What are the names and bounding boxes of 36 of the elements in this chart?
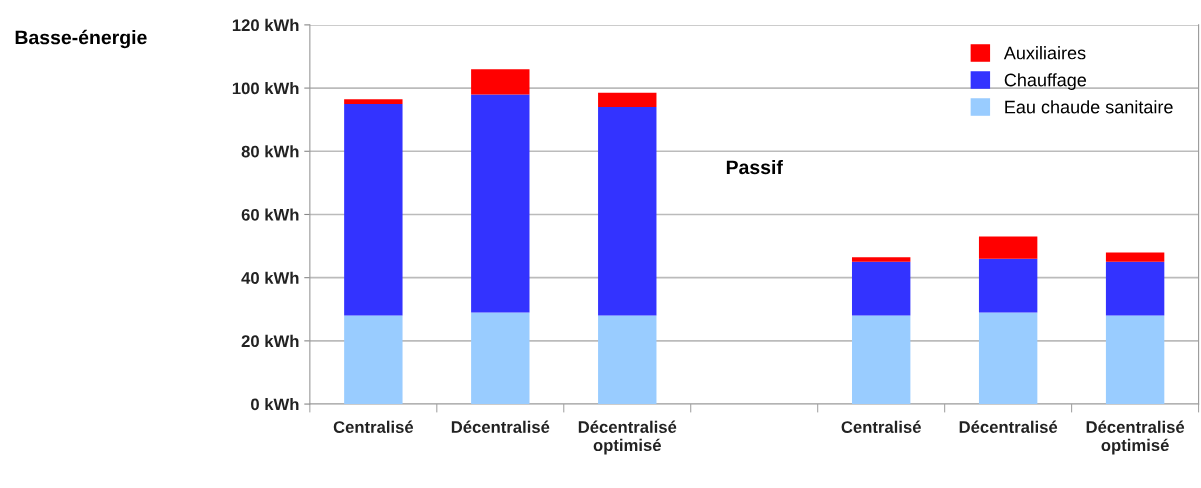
bar (1105, 252, 1165, 262)
x-tick-label: Centralisé (333, 420, 414, 433)
annotation: Passif (726, 159, 783, 175)
bar (851, 257, 911, 262)
bar (978, 258, 1038, 313)
y-tick-label: 0 kWh (251, 398, 299, 411)
y-tick-label: 100 kWh (232, 82, 299, 95)
bar (598, 107, 657, 316)
text: Basse-énergie (15, 29, 147, 49)
bar (978, 312, 1038, 405)
legend-label: Chauffage (1004, 73, 1087, 90)
x-tick-label: Centralisé (841, 420, 921, 433)
bar (851, 261, 911, 316)
x-tick-label: Décentralisé (959, 420, 1058, 433)
bar (978, 236, 1038, 259)
x-tick-label: Décentralisé (451, 420, 550, 433)
bar (1105, 261, 1165, 316)
bar (471, 312, 530, 405)
bar (471, 69, 530, 95)
y-tick-label: 60 kWh (241, 208, 299, 221)
x-tick-label: Décentralisé optimisé (578, 420, 677, 455)
bar (598, 92, 657, 108)
legend-label: Eau chaude sanitaire (1005, 100, 1173, 114)
bar (851, 315, 911, 405)
bar (471, 94, 530, 313)
y-tick-label: 40 kWh (241, 271, 299, 284)
bar (598, 315, 657, 405)
bar (344, 103, 403, 316)
y-tick-label: 80 kWh (241, 145, 299, 158)
bar (344, 99, 403, 104)
y-tick-label: 20 kWh (241, 334, 299, 348)
y-tick-label: 120 kWh (232, 18, 299, 32)
x-tick-label: Décentralisé optimisé (1086, 420, 1185, 455)
bar (1105, 315, 1165, 405)
legend-label: Auxiliaires (1003, 46, 1086, 60)
bar (344, 315, 403, 405)
